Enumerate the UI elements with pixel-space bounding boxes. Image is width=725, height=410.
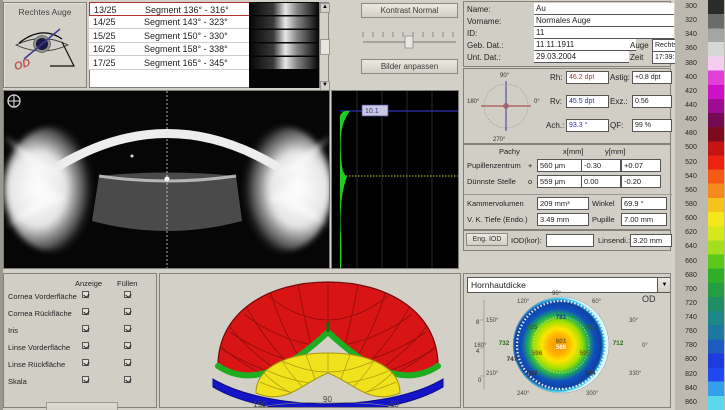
- svg-text:596: 596: [532, 350, 543, 357]
- svg-text:731: 731: [585, 324, 596, 331]
- svg-text:90: 90: [323, 395, 332, 404]
- svg-text:180°: 180°: [467, 99, 480, 105]
- svg-text:330°: 330°: [629, 371, 642, 377]
- svg-text:60: 60: [390, 400, 399, 408]
- svg-text:601: 601: [556, 338, 567, 345]
- svg-text:781: 781: [556, 314, 567, 321]
- svg-text:120°: 120°: [517, 299, 530, 305]
- svg-text:30°: 30°: [629, 318, 639, 324]
- svg-text:0: 0: [478, 378, 482, 384]
- svg-text:0°: 0°: [534, 99, 540, 105]
- svg-text:60°: 60°: [592, 299, 602, 305]
- svg-text:725: 725: [527, 324, 538, 331]
- svg-text:4: 4: [476, 349, 480, 355]
- svg-text:210°: 210°: [486, 371, 499, 377]
- svg-text:8: 8: [476, 320, 480, 326]
- svg-text:180°: 180°: [474, 343, 487, 349]
- svg-text:300°: 300°: [586, 391, 599, 397]
- svg-text:150: 150: [253, 400, 267, 408]
- svg-text:582: 582: [527, 370, 538, 377]
- svg-text:150°: 150°: [486, 318, 499, 324]
- svg-text:10.1: 10.1: [365, 108, 379, 115]
- svg-text:599: 599: [580, 350, 591, 357]
- svg-text:594: 594: [585, 370, 596, 377]
- svg-text:569: 569: [556, 345, 567, 351]
- svg-text:747: 747: [507, 356, 518, 363]
- svg-text:0°: 0°: [642, 343, 648, 349]
- svg-text:712: 712: [613, 340, 624, 347]
- svg-text:732: 732: [499, 340, 510, 347]
- svg-text:90°: 90°: [552, 291, 562, 297]
- svg-text:90°: 90°: [500, 73, 510, 79]
- svg-text:240°: 240°: [517, 391, 530, 397]
- svg-text:270°: 270°: [493, 137, 506, 143]
